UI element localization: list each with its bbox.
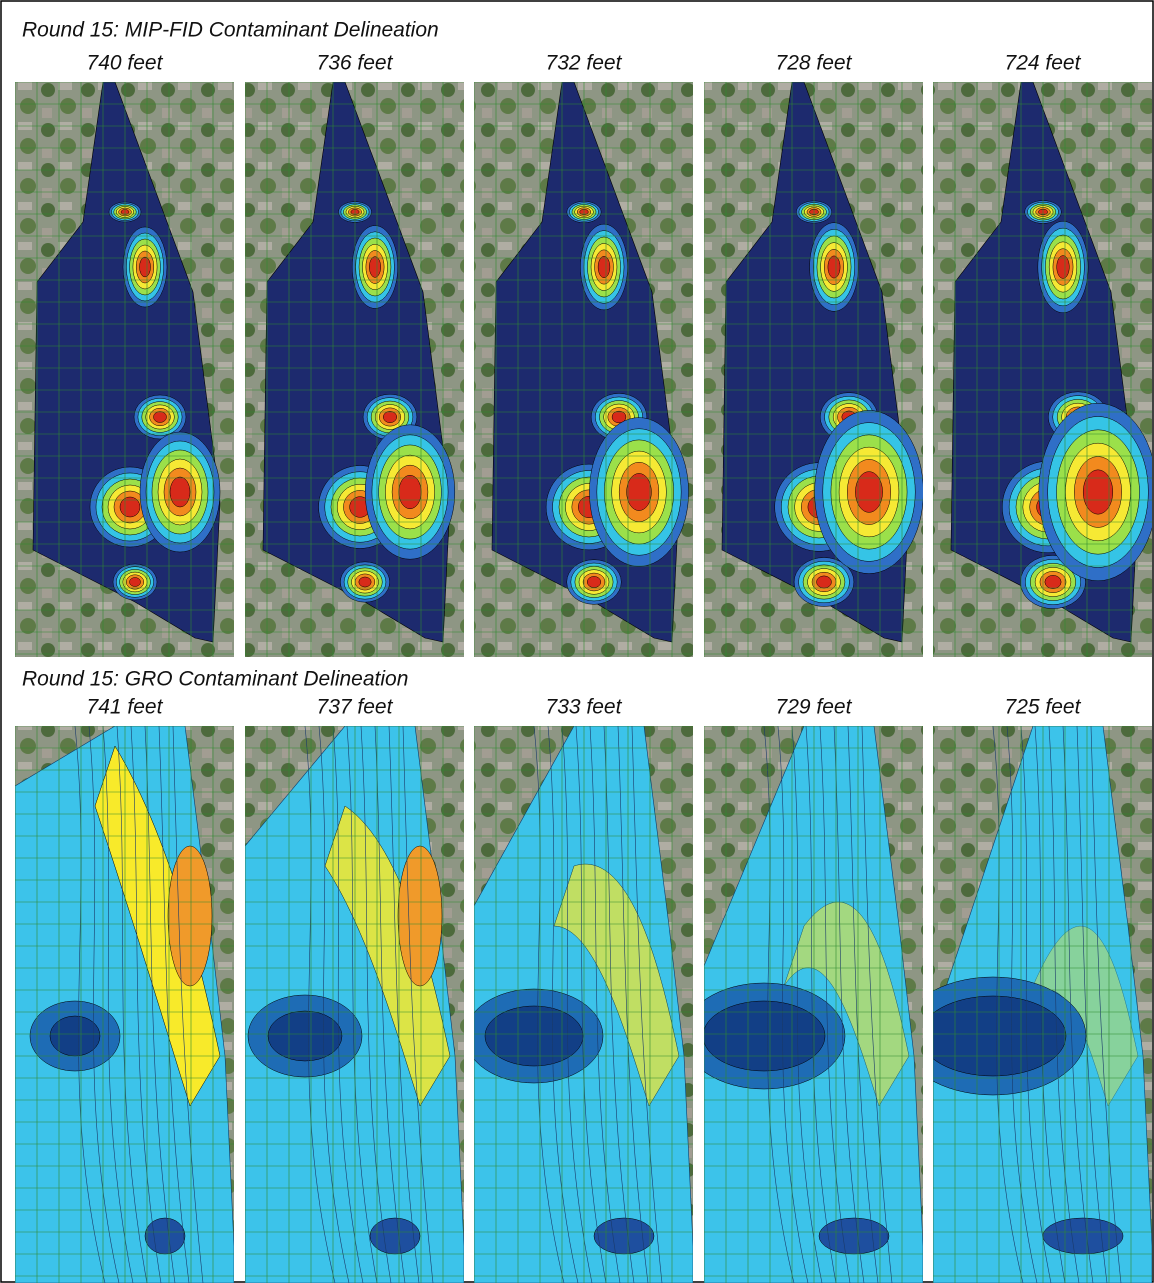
map-panel bbox=[245, 82, 464, 657]
figure: Round 15: MIP-FID Contaminant Delineatio… bbox=[0, 0, 1154, 1283]
panel-label: 740 feet bbox=[87, 52, 164, 75]
contour-band bbox=[140, 257, 151, 277]
panel-label: 729 feet bbox=[776, 696, 853, 719]
map-panel bbox=[245, 726, 464, 1283]
contour-band bbox=[598, 256, 610, 277]
map-panel bbox=[683, 726, 923, 1283]
low-zone bbox=[594, 1218, 654, 1254]
low-zone bbox=[370, 1218, 420, 1254]
map-panel bbox=[474, 82, 693, 657]
contour-band bbox=[154, 412, 167, 423]
page: Round 15: MIP-FID Contaminant Delineatio… bbox=[0, 0, 1154, 1283]
low-zone bbox=[50, 1016, 100, 1056]
contour-band bbox=[399, 475, 421, 509]
section-title: Round 15: MIP-FID Contaminant Delineatio… bbox=[22, 19, 439, 42]
panel-label: 741 feet bbox=[87, 696, 164, 719]
panel-label: 728 feet bbox=[776, 52, 853, 75]
low-zone bbox=[145, 1218, 185, 1254]
contour-band bbox=[627, 473, 652, 510]
contour-band bbox=[828, 256, 840, 278]
contour-band bbox=[817, 576, 832, 588]
panel-label: 724 feet bbox=[1005, 52, 1082, 75]
panel-label: 736 feet bbox=[317, 52, 394, 75]
contour-band bbox=[359, 577, 371, 587]
map-panel bbox=[933, 82, 1154, 657]
low-zone bbox=[920, 996, 1066, 1076]
low-zone bbox=[1043, 1218, 1123, 1254]
contour-band bbox=[170, 477, 190, 507]
low-zone bbox=[819, 1218, 889, 1254]
map-panel bbox=[900, 726, 1152, 1283]
low-zone bbox=[703, 1001, 825, 1071]
map-panel bbox=[15, 726, 234, 1283]
contour-band bbox=[1083, 470, 1113, 514]
panel-label: 733 feet bbox=[546, 696, 623, 719]
orange-zone bbox=[398, 846, 442, 986]
map-panel bbox=[704, 82, 923, 657]
contour-band bbox=[369, 257, 380, 278]
panel-label: 732 feet bbox=[546, 52, 623, 75]
section-title: Round 15: GRO Contaminant Delineation bbox=[22, 668, 408, 691]
map-panel bbox=[15, 82, 234, 657]
contour-band bbox=[1057, 256, 1070, 279]
contour-band bbox=[383, 411, 396, 422]
map-panel bbox=[465, 726, 693, 1283]
contour-band bbox=[130, 578, 141, 587]
contour-band bbox=[1045, 575, 1061, 588]
contour-band bbox=[587, 576, 601, 587]
orange-zone bbox=[168, 846, 212, 986]
panel-label: 725 feet bbox=[1005, 696, 1082, 719]
low-zone bbox=[268, 1011, 342, 1061]
panel-label: 737 feet bbox=[317, 696, 394, 719]
